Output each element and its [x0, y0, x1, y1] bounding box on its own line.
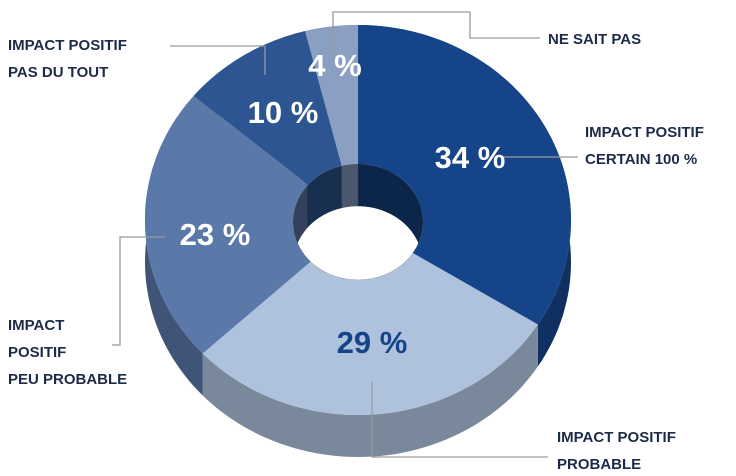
leader [170, 45, 266, 75]
value-label: 34 % [435, 140, 506, 175]
slice-inner-wall [341, 164, 359, 209]
leader [371, 382, 548, 458]
slice [145, 95, 311, 354]
category-label: IMPACT POSITIF PAS DU TOUT [8, 37, 127, 81]
labels: 34 % IMPACT POSITIF CERTAIN 100 % 29 % IMPAC… [8, 31, 704, 473]
category-label: NE SAIT PAS [548, 31, 641, 48]
leader [332, 11, 540, 60]
value-label: 29 % [337, 325, 408, 360]
value-label: 10 % [248, 95, 319, 130]
slice-side [202, 324, 538, 457]
category-label: IMPACT POSITIF PEU PROBABLE [8, 317, 127, 388]
slice [358, 25, 571, 325]
slice [202, 253, 538, 415]
slice [193, 31, 342, 185]
slice [305, 25, 358, 166]
category-label: IMPACT POSITIF PROBABLE [557, 429, 676, 473]
value-label: 4 % [308, 48, 361, 83]
leader-lines [112, 11, 578, 458]
value-label: 23 % [180, 217, 251, 252]
slice-inner-wall [357, 164, 423, 280]
leader [112, 236, 165, 346]
category-label: IMPACT POSITIF CERTAIN 100 % [585, 124, 704, 168]
inner-walls [293, 164, 423, 280]
tops [145, 25, 571, 415]
